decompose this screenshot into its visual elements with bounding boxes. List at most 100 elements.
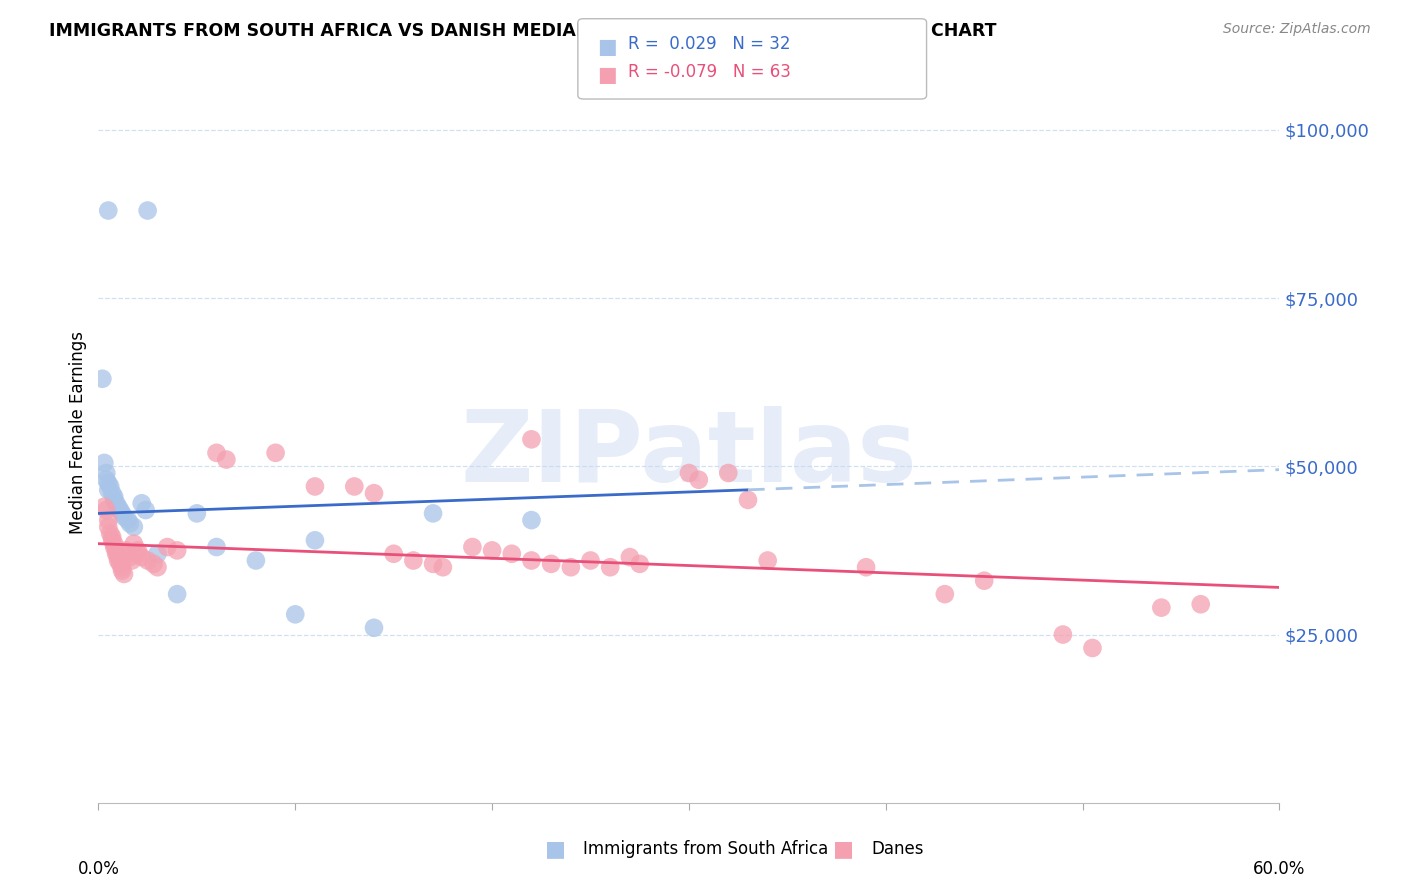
Point [121, 553, 143, 567]
Point [115, 543, 138, 558]
Point [973, 574, 995, 588]
Point [111, 507, 134, 521]
Point [501, 547, 523, 561]
Point [717, 466, 740, 480]
Point [97, 520, 120, 534]
Point [118, 516, 141, 531]
Point [111, 560, 134, 574]
Point [112, 566, 135, 581]
Point [1052, 627, 1074, 641]
Point [122, 537, 145, 551]
Point [166, 543, 188, 558]
Point [105, 543, 128, 558]
Point [97, 483, 120, 497]
Point [934, 587, 956, 601]
Point [1081, 640, 1104, 655]
Point [363, 621, 385, 635]
Point [91, 372, 114, 386]
Point [432, 560, 454, 574]
Point [108, 503, 131, 517]
Point [98, 479, 121, 493]
Point [101, 533, 124, 548]
Point [101, 530, 124, 544]
Point [1189, 597, 1212, 611]
Point [343, 479, 366, 493]
Point [96, 466, 118, 480]
Text: ■: ■ [598, 37, 617, 56]
Point [579, 553, 602, 567]
Point [540, 557, 562, 571]
Point [142, 557, 165, 571]
Point [93, 456, 115, 470]
Text: ■: ■ [834, 839, 853, 859]
Point [382, 547, 405, 561]
Point [688, 473, 710, 487]
Point [103, 540, 125, 554]
Point [103, 492, 125, 507]
Text: R = -0.079   N = 63: R = -0.079 N = 63 [628, 63, 792, 81]
Point [402, 553, 425, 567]
Point [146, 547, 169, 561]
Point [215, 452, 238, 467]
Point [245, 553, 267, 567]
Point [127, 543, 149, 558]
Point [422, 557, 444, 571]
Point [461, 540, 484, 554]
Point [93, 500, 115, 514]
Point [166, 587, 188, 601]
Point [136, 553, 159, 567]
Point [107, 550, 129, 565]
Point [103, 490, 125, 504]
Point [756, 553, 779, 567]
Point [112, 509, 135, 524]
Text: ■: ■ [598, 65, 617, 85]
Point [264, 446, 287, 460]
Point [737, 492, 759, 507]
Point [131, 550, 153, 565]
Point [98, 526, 121, 541]
Point [560, 560, 582, 574]
Point [111, 564, 134, 578]
Point [101, 486, 124, 500]
Point [855, 560, 877, 574]
Point [117, 547, 139, 561]
Point [146, 560, 169, 574]
Y-axis label: Median Female Earnings: Median Female Earnings [69, 331, 87, 534]
Point [156, 540, 179, 554]
Text: R =  0.029   N = 32: R = 0.029 N = 32 [628, 35, 792, 53]
Point [619, 550, 641, 565]
Point [96, 473, 118, 487]
Point [97, 513, 120, 527]
Point [599, 560, 621, 574]
Point [304, 479, 326, 493]
Point [118, 550, 141, 565]
Point [205, 540, 228, 554]
Point [363, 486, 385, 500]
Text: Danes: Danes [872, 840, 924, 858]
Point [628, 557, 651, 571]
Point [481, 543, 503, 558]
Point [186, 507, 208, 521]
Point [107, 553, 129, 567]
Point [520, 553, 543, 567]
Text: 60.0%: 60.0% [1253, 860, 1306, 878]
Point [107, 500, 129, 514]
Point [520, 513, 543, 527]
Point [1150, 600, 1173, 615]
Point [136, 203, 159, 218]
Point [135, 503, 157, 517]
Point [205, 446, 228, 460]
Point [520, 433, 543, 447]
Point [97, 203, 120, 218]
Text: ■: ■ [546, 839, 565, 859]
Point [108, 557, 131, 571]
Text: 0.0%: 0.0% [77, 860, 120, 878]
Point [127, 547, 149, 561]
Point [131, 496, 153, 510]
Text: ZIPatlas: ZIPatlas [461, 407, 917, 503]
Point [304, 533, 326, 548]
Point [103, 537, 125, 551]
Point [284, 607, 307, 622]
Text: Source: ZipAtlas.com: Source: ZipAtlas.com [1223, 22, 1371, 37]
Text: Immigrants from South Africa: Immigrants from South Africa [583, 840, 828, 858]
